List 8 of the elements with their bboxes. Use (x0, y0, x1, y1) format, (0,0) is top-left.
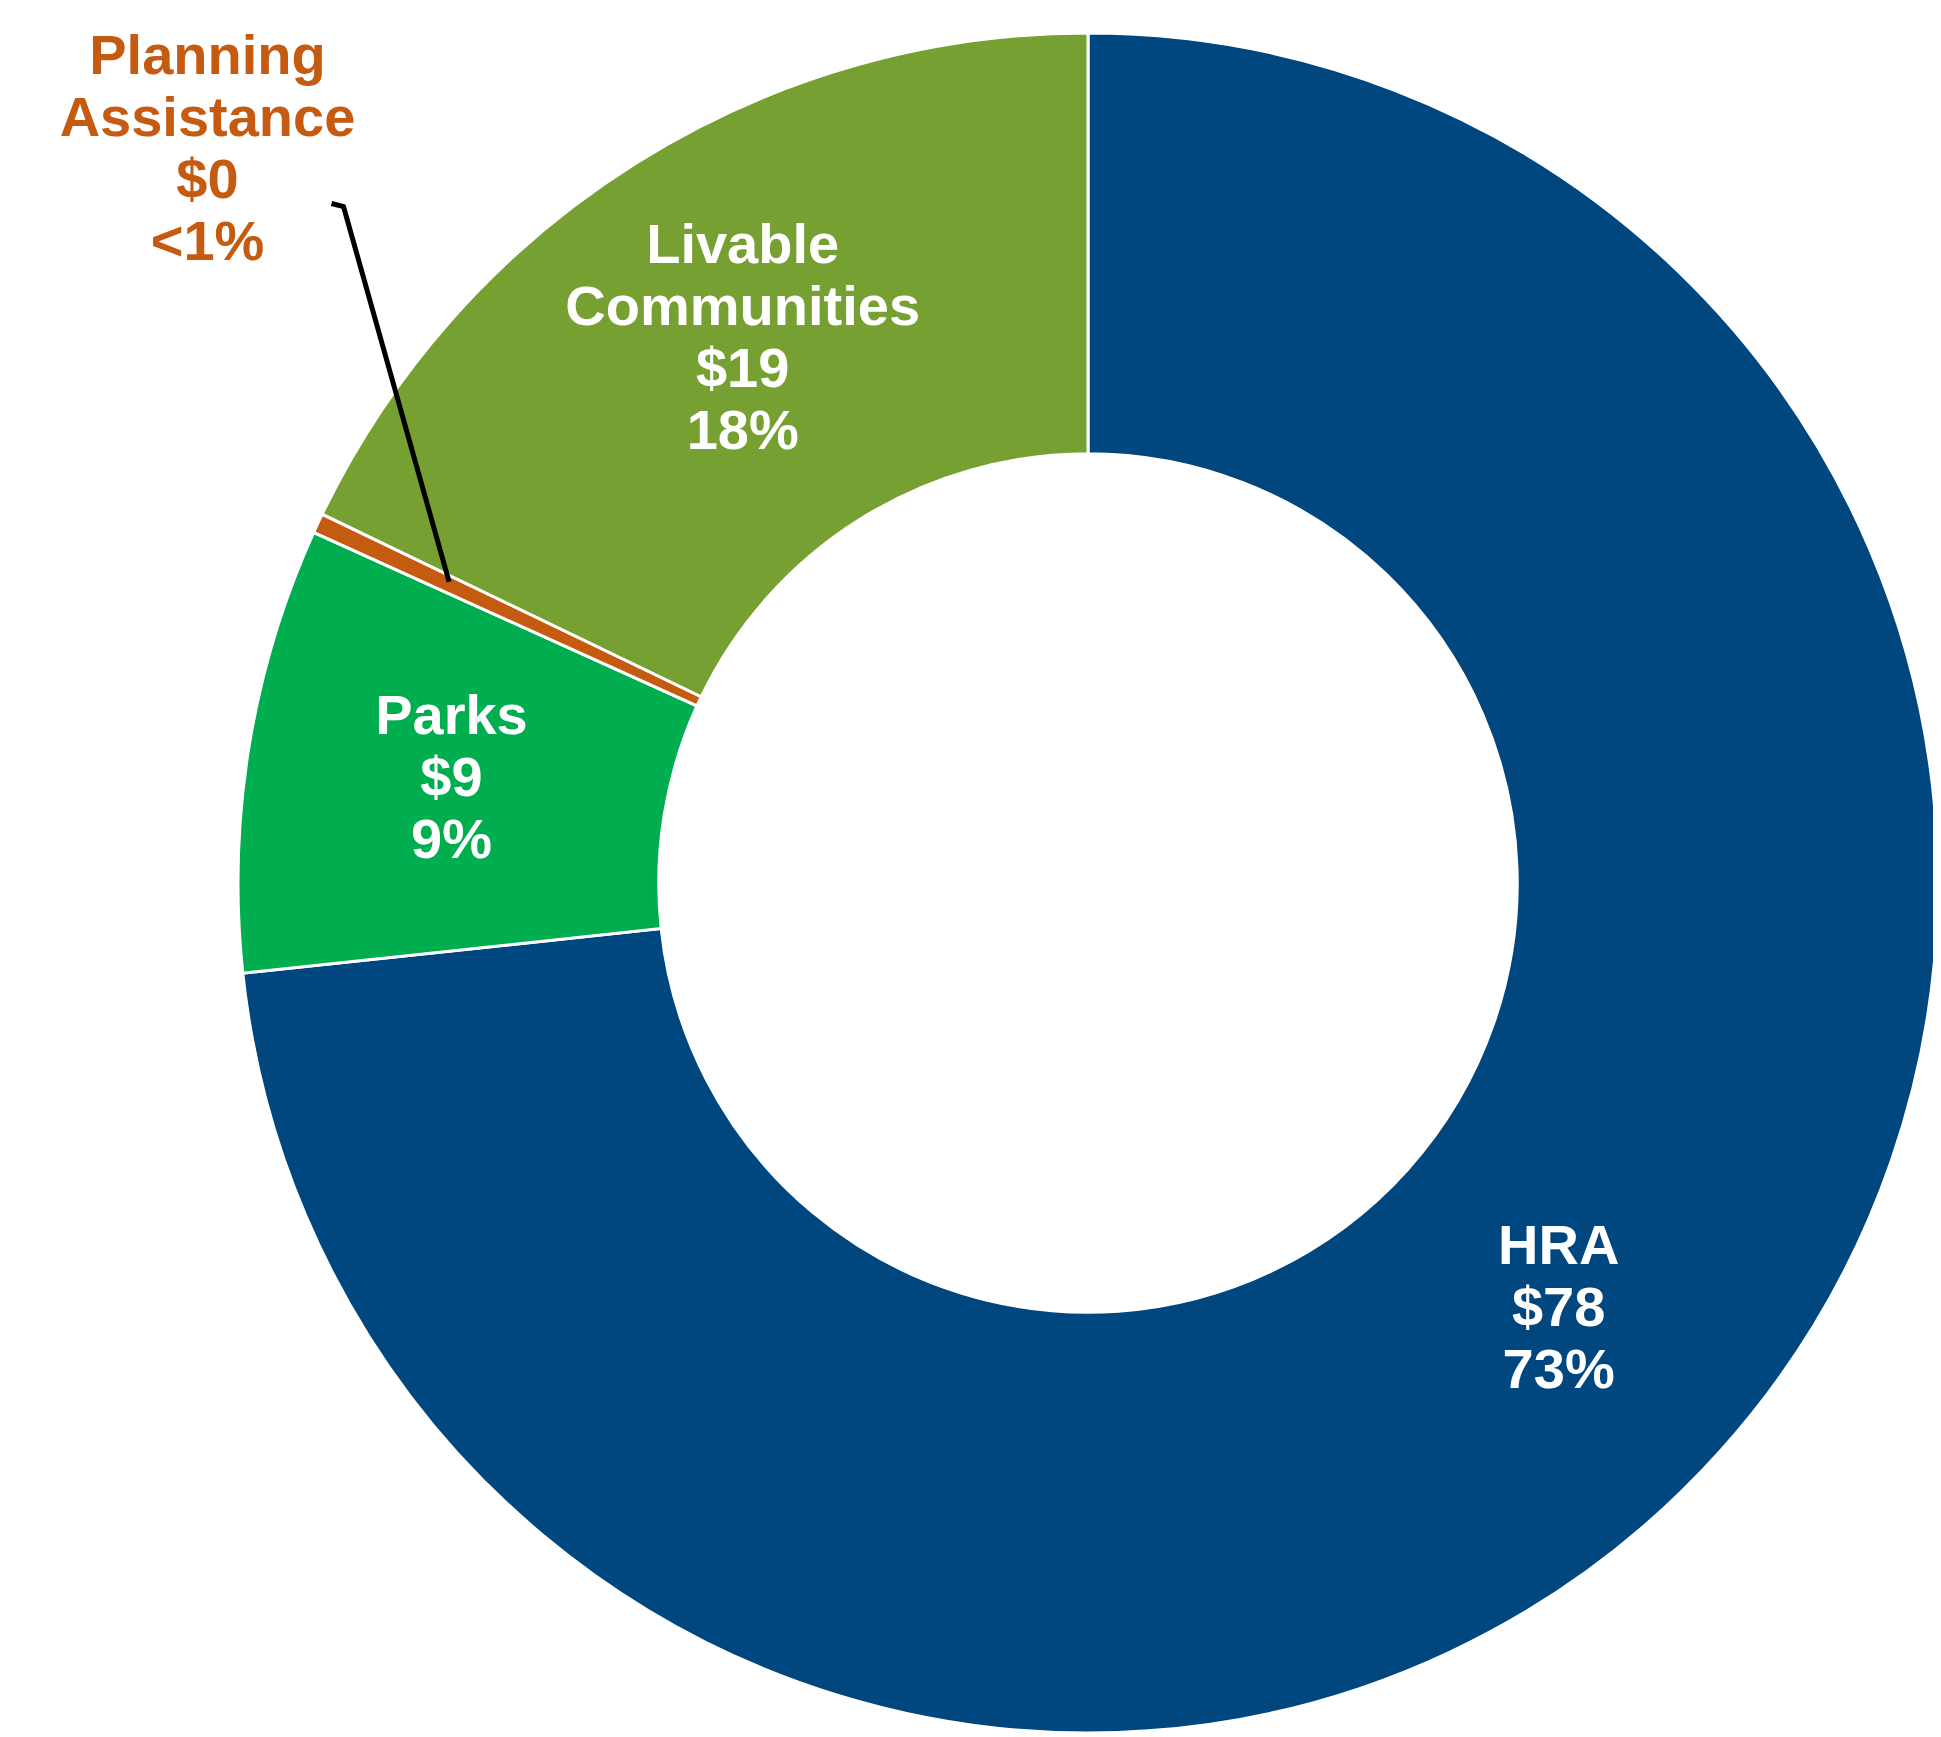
slice-label: Parks (375, 682, 528, 746)
data-label: $9 9% (411, 744, 492, 870)
data-label: $78 73% (1502, 1274, 1615, 1400)
data-label: $0 <1% (150, 146, 265, 272)
slice-label: HRA (1498, 1212, 1620, 1276)
slice-label: Livable Communities (565, 211, 921, 337)
data-label: $19 18% (686, 335, 799, 461)
slice-label: Planning Assistance (59, 22, 356, 148)
